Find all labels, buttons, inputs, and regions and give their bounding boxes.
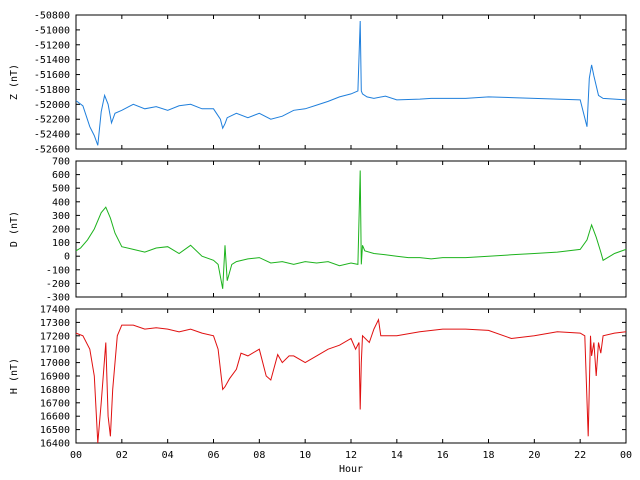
y-tick-label: 500 xyxy=(52,184,70,195)
plot-frame xyxy=(75,308,627,444)
series-line xyxy=(75,20,627,146)
y-tick-label: -300 xyxy=(46,293,70,304)
y-tick-label: 16400 xyxy=(40,439,70,450)
panel-1: 700 600 500 400 300 200 100 0 -100 -200 -300 D (nT) xyxy=(9,157,627,304)
y-tick-label: 200 xyxy=(52,225,70,236)
x-tick-label: 00 xyxy=(620,450,632,461)
y-tick-label: 17200 xyxy=(40,331,70,342)
y-tick-label: -50800 xyxy=(34,11,70,22)
x-tick-label: 02 xyxy=(116,450,128,461)
x-tick-label: 10 xyxy=(299,450,311,461)
y-axis-label: H (nT) xyxy=(9,358,20,394)
y-tick-label: 0 xyxy=(64,252,70,263)
y-tick-label: 100 xyxy=(52,238,70,249)
x-axis-label: Hour xyxy=(339,464,363,475)
x-tick-label: 20 xyxy=(528,450,540,461)
x-tick-label: 16 xyxy=(437,450,449,461)
y-tick-label: -52400 xyxy=(34,130,70,141)
x-tick-label: 00 xyxy=(70,450,82,461)
y-tick-label: 400 xyxy=(52,197,70,208)
x-tick-label: 08 xyxy=(253,450,265,461)
x-tick-label: 22 xyxy=(574,450,586,461)
y-tick-label: -51200 xyxy=(34,40,70,51)
y-tick-label: -51000 xyxy=(34,25,70,36)
y-axis-label: Z (nT) xyxy=(9,64,20,100)
plot-frame xyxy=(75,14,627,150)
series-line xyxy=(75,318,627,444)
y-tick-label: 17100 xyxy=(40,345,70,356)
y-tick-label: 16700 xyxy=(40,398,70,409)
y-tick-label: -51600 xyxy=(34,70,70,81)
y-tick-label: 600 xyxy=(52,170,70,181)
y-tick-label: 700 xyxy=(52,157,70,168)
y-tick-label: 17400 xyxy=(40,305,70,316)
y-tick-label: -51800 xyxy=(34,85,70,96)
y-tick-label: -52200 xyxy=(34,115,70,126)
y-tick-label: 16800 xyxy=(40,385,70,396)
x-tick-label: 04 xyxy=(162,450,174,461)
y-tick-label: -51400 xyxy=(34,55,70,66)
y-tick-label: -100 xyxy=(46,265,70,276)
x-tick-label: 18 xyxy=(482,450,494,461)
plot-frame xyxy=(75,160,627,298)
y-tick-label: -52600 xyxy=(34,145,70,156)
y-axis-label: D (nT) xyxy=(9,211,20,247)
panel-2: 17400 17300 17200 17100 17000 16900 16800 16700… xyxy=(9,305,627,450)
x-tick-label: 12 xyxy=(345,450,357,461)
y-tick-label: -52000 xyxy=(34,100,70,111)
y-tick-label: 16600 xyxy=(40,412,70,423)
series-line xyxy=(75,170,627,289)
y-tick-label: -200 xyxy=(46,279,70,290)
x-tick-label: 14 xyxy=(391,450,403,461)
y-tick-label: 17000 xyxy=(40,358,70,369)
y-tick-label: 300 xyxy=(52,211,70,222)
y-tick-label: 16900 xyxy=(40,372,70,383)
x-tick-label: 06 xyxy=(207,450,219,461)
y-tick-label: 16500 xyxy=(40,425,70,436)
y-tick-label: 17300 xyxy=(40,318,70,329)
panel-0: -50800 -51000 -51200 -51400 -51600 -51800 -520… xyxy=(9,11,627,156)
